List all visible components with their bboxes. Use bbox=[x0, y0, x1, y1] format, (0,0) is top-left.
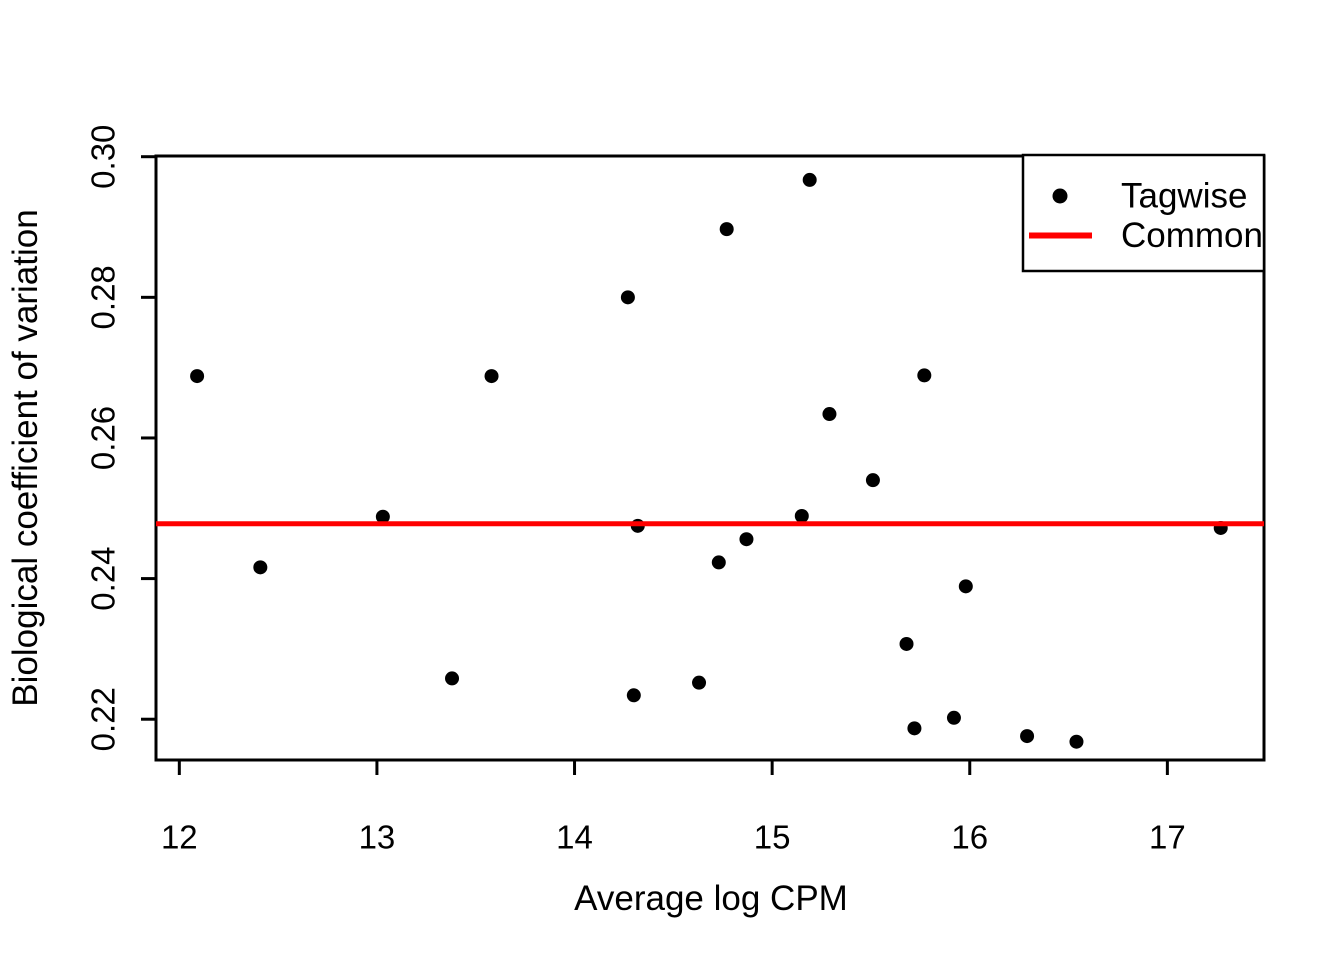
data-point bbox=[1069, 734, 1084, 749]
x-tick-label: 14 bbox=[556, 819, 593, 856]
data-point bbox=[620, 290, 635, 305]
plot-box bbox=[154, 154, 1266, 762]
data-point bbox=[692, 675, 707, 690]
y-tick-label: 0.24 bbox=[85, 546, 122, 610]
data-point bbox=[802, 172, 817, 187]
data-point bbox=[719, 222, 734, 237]
legend-marker-tagwise bbox=[1052, 188, 1068, 204]
data-point bbox=[711, 555, 726, 570]
x-tick-label: 13 bbox=[359, 819, 396, 856]
data-point bbox=[822, 407, 837, 422]
data-point bbox=[958, 579, 973, 594]
data-point bbox=[190, 369, 205, 384]
y-tick-label: 0.30 bbox=[85, 125, 122, 189]
x-tick-label: 16 bbox=[951, 819, 988, 856]
data-point bbox=[484, 369, 499, 384]
x-axis-title: Average log CPM bbox=[574, 879, 848, 918]
data-point bbox=[739, 532, 754, 547]
data-point bbox=[626, 688, 641, 703]
data-point bbox=[445, 671, 460, 686]
data-point bbox=[907, 721, 922, 736]
data-point bbox=[253, 560, 268, 575]
y-tick-label: 0.22 bbox=[85, 687, 122, 751]
data-point bbox=[917, 368, 932, 383]
data-point bbox=[899, 636, 914, 651]
y-axis-title: Biological coefficient of variation bbox=[6, 209, 45, 707]
y-tick-label: 0.28 bbox=[85, 265, 122, 329]
x-tick-label: 15 bbox=[754, 819, 791, 856]
legend-box bbox=[1021, 153, 1266, 273]
x-tick-label: 12 bbox=[161, 819, 198, 856]
legend-label-tagwise: Tagwise bbox=[1121, 177, 1247, 216]
data-point bbox=[946, 710, 961, 725]
x-tick-label: 17 bbox=[1149, 819, 1186, 856]
data-point bbox=[1020, 729, 1035, 744]
data-point bbox=[865, 473, 880, 488]
data-point bbox=[794, 509, 809, 524]
legend-label-common: Common bbox=[1121, 216, 1263, 255]
y-tick-label: 0.26 bbox=[85, 406, 122, 470]
data-point bbox=[375, 509, 390, 524]
